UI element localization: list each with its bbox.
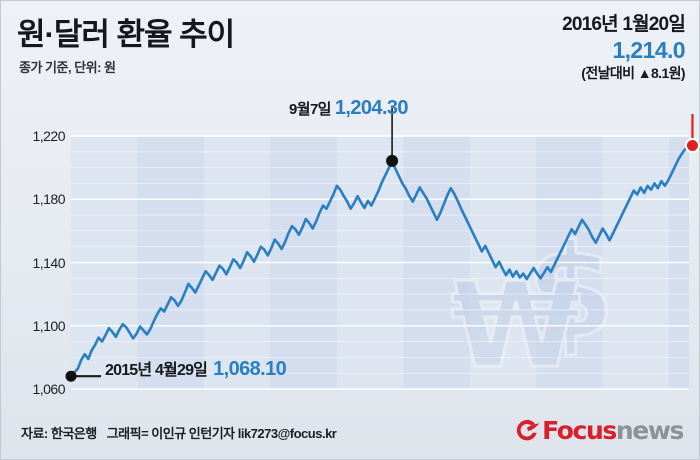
svg-text:$: $: [526, 218, 615, 367]
source-label: 자료: 한국은행: [21, 426, 97, 441]
svg-text:₩: ₩: [451, 256, 581, 394]
footer-source: 자료: 한국은행 그래픽= 이인규 인턴기자 lik7273@focus.kr: [21, 423, 337, 442]
exchange-rate-line: [69, 144, 691, 378]
focus-swirl-icon: [516, 419, 540, 440]
y-axis-tick-label: 1,100: [32, 317, 65, 334]
gridlines: [71, 135, 689, 390]
y-axis-tick-label: 1,180: [32, 191, 65, 208]
chart-marker-start: [65, 370, 101, 382]
quote-date: 2016년 1월20일: [562, 14, 686, 35]
quote-value: 1,214.0: [612, 37, 685, 63]
peak-annotation-date: 9월7일: [289, 101, 331, 118]
chart-marker-end: [684, 114, 700, 153]
currency-watermark: $₩: [450, 217, 617, 396]
page-subtitle: 종가 기준, 단위: 원: [19, 60, 116, 75]
chart-marker-peak: [386, 108, 399, 167]
quote-change: (전날대비 ▲8.1원): [581, 65, 685, 81]
start-annotation-value: 1,068.10: [213, 358, 287, 380]
graphic-credit: 그래픽= 이인규 인턴기자 lik7273@focus.kr: [106, 426, 337, 441]
exchange-rate-chart: $₩: [65, 108, 700, 396]
logo-news-text: news: [615, 416, 685, 445]
start-annotation: 2015년 4월29일 1,068.10: [105, 356, 287, 381]
page-title: 원·달러 환율 추이: [17, 17, 235, 52]
start-annotation-date: 2015년 4월29일: [105, 362, 208, 379]
focusnews-logo[interactable]: Focus news: [514, 416, 685, 445]
current-quote-block: 2016년 1월20일 1,214.0 (전날대비 ▲8.1원): [425, 13, 686, 83]
y-axis-tick-label: 1,060: [32, 381, 65, 397]
y-axis-tick-label: 1,140: [32, 254, 65, 271]
peak-annotation: 9월7일 1,204.30: [289, 97, 409, 120]
y-axis-tick-label: 1,220: [32, 128, 65, 144]
logo-focus-text: Focus: [542, 416, 617, 445]
peak-annotation-value: 1,204.30: [334, 97, 409, 119]
